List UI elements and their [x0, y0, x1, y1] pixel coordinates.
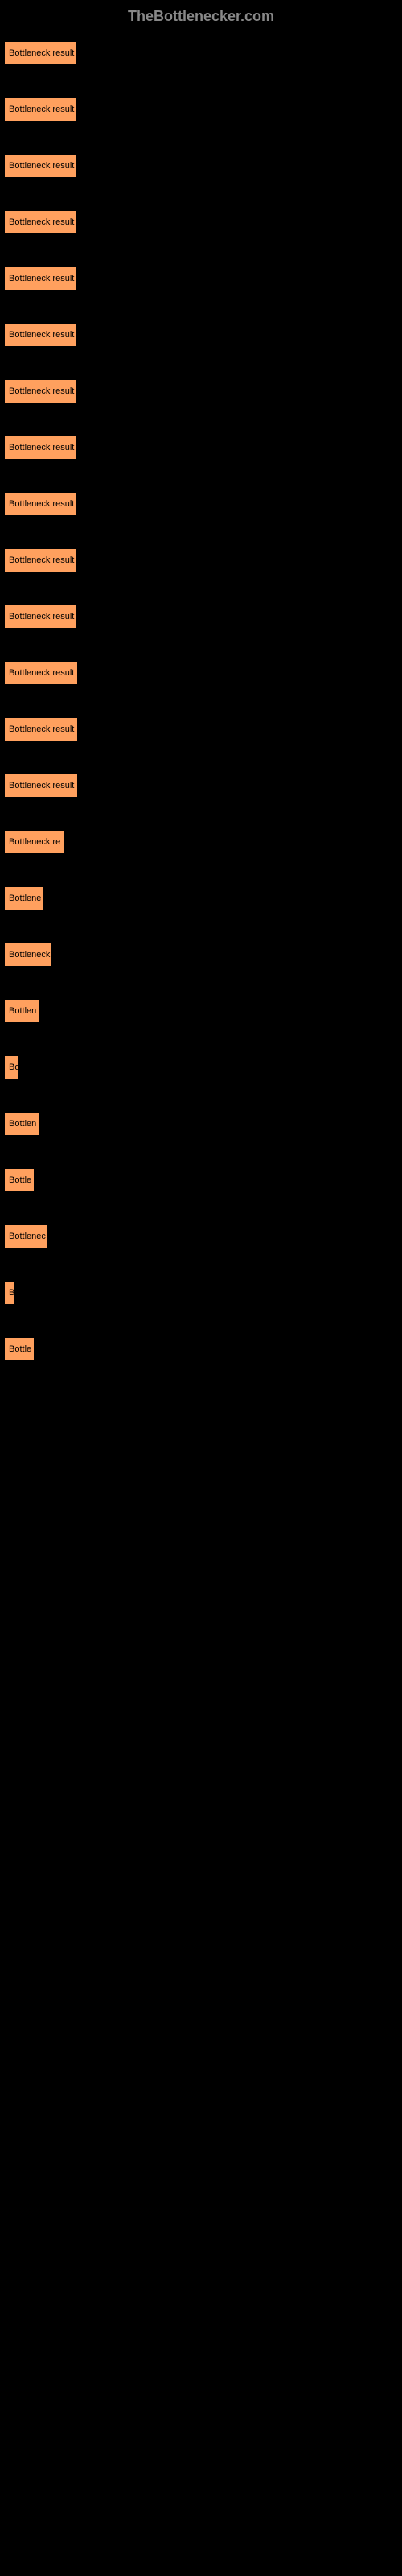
- bar-row: Bottleneck result: [4, 436, 398, 460]
- bar-label: Bo: [9, 1063, 18, 1072]
- bar-row: Bottlene: [4, 886, 398, 910]
- bar-label: Bottleneck result: [9, 499, 74, 509]
- bar: Bottleneck: [4, 943, 52, 967]
- bar-row: Bottlen: [4, 999, 398, 1023]
- bar: Bottleneck result: [4, 436, 76, 460]
- bar-chart: Bottleneck result Bottleneck result Bottle…: [0, 41, 402, 1361]
- bar-row: Bo: [4, 1055, 398, 1080]
- bar: Bottleneck re: [4, 830, 64, 854]
- bar-label: Bottleneck result: [9, 668, 74, 678]
- bar: Bottlen: [4, 999, 40, 1023]
- bar-label: B: [9, 1288, 14, 1298]
- bar: Bottlen: [4, 1112, 40, 1136]
- bar-label: Bottlen: [9, 1119, 36, 1129]
- bar-label: Bottleneck: [9, 950, 50, 960]
- bar: Bottleneck result: [4, 379, 76, 403]
- bar: Bottleneck result: [4, 605, 76, 629]
- bar-row: Bottleneck result: [4, 661, 398, 685]
- bar-row: Bottleneck result: [4, 492, 398, 516]
- bar-label: Bottleneck re: [9, 837, 60, 847]
- bar: Bottle: [4, 1168, 35, 1192]
- bar-label: Bottleneck result: [9, 48, 74, 58]
- bar: Bottleneck result: [4, 41, 76, 65]
- bar: Bo: [4, 1055, 18, 1080]
- bar: Bottlenec: [4, 1224, 48, 1249]
- bar: Bottleneck result: [4, 154, 76, 178]
- bar-label: Bottleneck result: [9, 724, 74, 734]
- bar-label: Bottleneck result: [9, 105, 74, 114]
- header: TheBottlenecker.com: [0, 0, 402, 41]
- bar-label: Bottlene: [9, 894, 41, 903]
- bar-row: Bottleneck result: [4, 323, 398, 347]
- bar: Bottlene: [4, 886, 44, 910]
- bar-label: Bottleneck result: [9, 330, 74, 340]
- bar: Bottleneck result: [4, 661, 78, 685]
- bar-row: Bottleneck result: [4, 266, 398, 291]
- bar-label: Bottleneck result: [9, 555, 74, 565]
- bar-row: Bottleneck result: [4, 548, 398, 572]
- bar-row: Bottleneck result: [4, 154, 398, 178]
- bar-label: Bottle: [9, 1344, 31, 1354]
- bar: Bottleneck result: [4, 323, 76, 347]
- bar-row: Bottleneck result: [4, 774, 398, 798]
- bar-row: Bottleneck: [4, 943, 398, 967]
- bar-row: Bottlen: [4, 1112, 398, 1136]
- bar: Bottleneck result: [4, 210, 76, 234]
- bar: Bottleneck result: [4, 492, 76, 516]
- bar-label: Bottlen: [9, 1006, 36, 1016]
- bar: Bottleneck result: [4, 548, 76, 572]
- bar: Bottleneck result: [4, 717, 78, 741]
- bar: Bottle: [4, 1337, 35, 1361]
- site-title: TheBottlenecker.com: [128, 8, 274, 24]
- bar: Bottleneck result: [4, 97, 76, 122]
- bar-label: Bottleneck result: [9, 443, 74, 452]
- bar-label: Bottlenec: [9, 1232, 46, 1241]
- bar-row: Bottle: [4, 1168, 398, 1192]
- bar-row: Bottleneck result: [4, 717, 398, 741]
- bar-label: Bottleneck result: [9, 161, 74, 171]
- bar-label: Bottleneck result: [9, 612, 74, 621]
- bar-row: Bottle: [4, 1337, 398, 1361]
- bar-row: Bottleneck re: [4, 830, 398, 854]
- bar: Bottleneck result: [4, 774, 78, 798]
- bar-row: B: [4, 1281, 398, 1305]
- bar: B: [4, 1281, 15, 1305]
- bar: Bottleneck result: [4, 266, 76, 291]
- bar-label: Bottleneck result: [9, 217, 74, 227]
- bar-label: Bottleneck result: [9, 781, 74, 791]
- bar-row: Bottleneck result: [4, 210, 398, 234]
- bar-label: Bottleneck result: [9, 386, 74, 396]
- bar-row: Bottlenec: [4, 1224, 398, 1249]
- bar-row: Bottleneck result: [4, 41, 398, 65]
- bar-label: Bottleneck result: [9, 274, 74, 283]
- bar-row: Bottleneck result: [4, 97, 398, 122]
- bar-label: Bottle: [9, 1175, 31, 1185]
- bar-row: Bottleneck result: [4, 379, 398, 403]
- bar-row: Bottleneck result: [4, 605, 398, 629]
